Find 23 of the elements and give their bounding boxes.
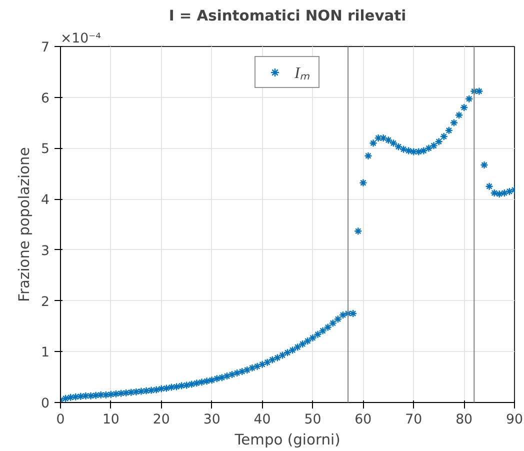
chart-title: I = Asintomatici NON rilevati (168, 8, 406, 24)
y-axis-title: Frazione popolazione (16, 147, 34, 302)
y-tick-label: 7 (41, 40, 50, 56)
text: ×10⁻⁴ (60, 32, 102, 46)
x-tick-label: 0 (56, 412, 65, 428)
x-tick-label: 10 (102, 412, 120, 428)
x-tick-label: 30 (203, 412, 220, 428)
legend-label: Iₘ (294, 64, 311, 83)
y-tick-label: 2 (41, 294, 50, 310)
y-tick-label: 0 (41, 396, 50, 412)
x-tick-label: 50 (304, 412, 322, 428)
y-tick-label: 3 (41, 244, 50, 259)
x-tick-label: 20 (152, 412, 170, 428)
y-tick-label: 6 (41, 91, 50, 106)
y-tick-label: 5 (41, 142, 50, 158)
y-tick-label: 1 (41, 346, 50, 361)
x-tick-label: 60 (354, 412, 372, 428)
x-tick-label: 90 (506, 412, 523, 428)
y-tick-label: 4 (41, 193, 50, 208)
x-tick-label: 40 (254, 412, 271, 428)
x-tick-label: 80 (456, 412, 473, 428)
x-axis-title: Tempo (giorni) (234, 432, 340, 448)
x-tick-label: 70 (405, 412, 422, 428)
